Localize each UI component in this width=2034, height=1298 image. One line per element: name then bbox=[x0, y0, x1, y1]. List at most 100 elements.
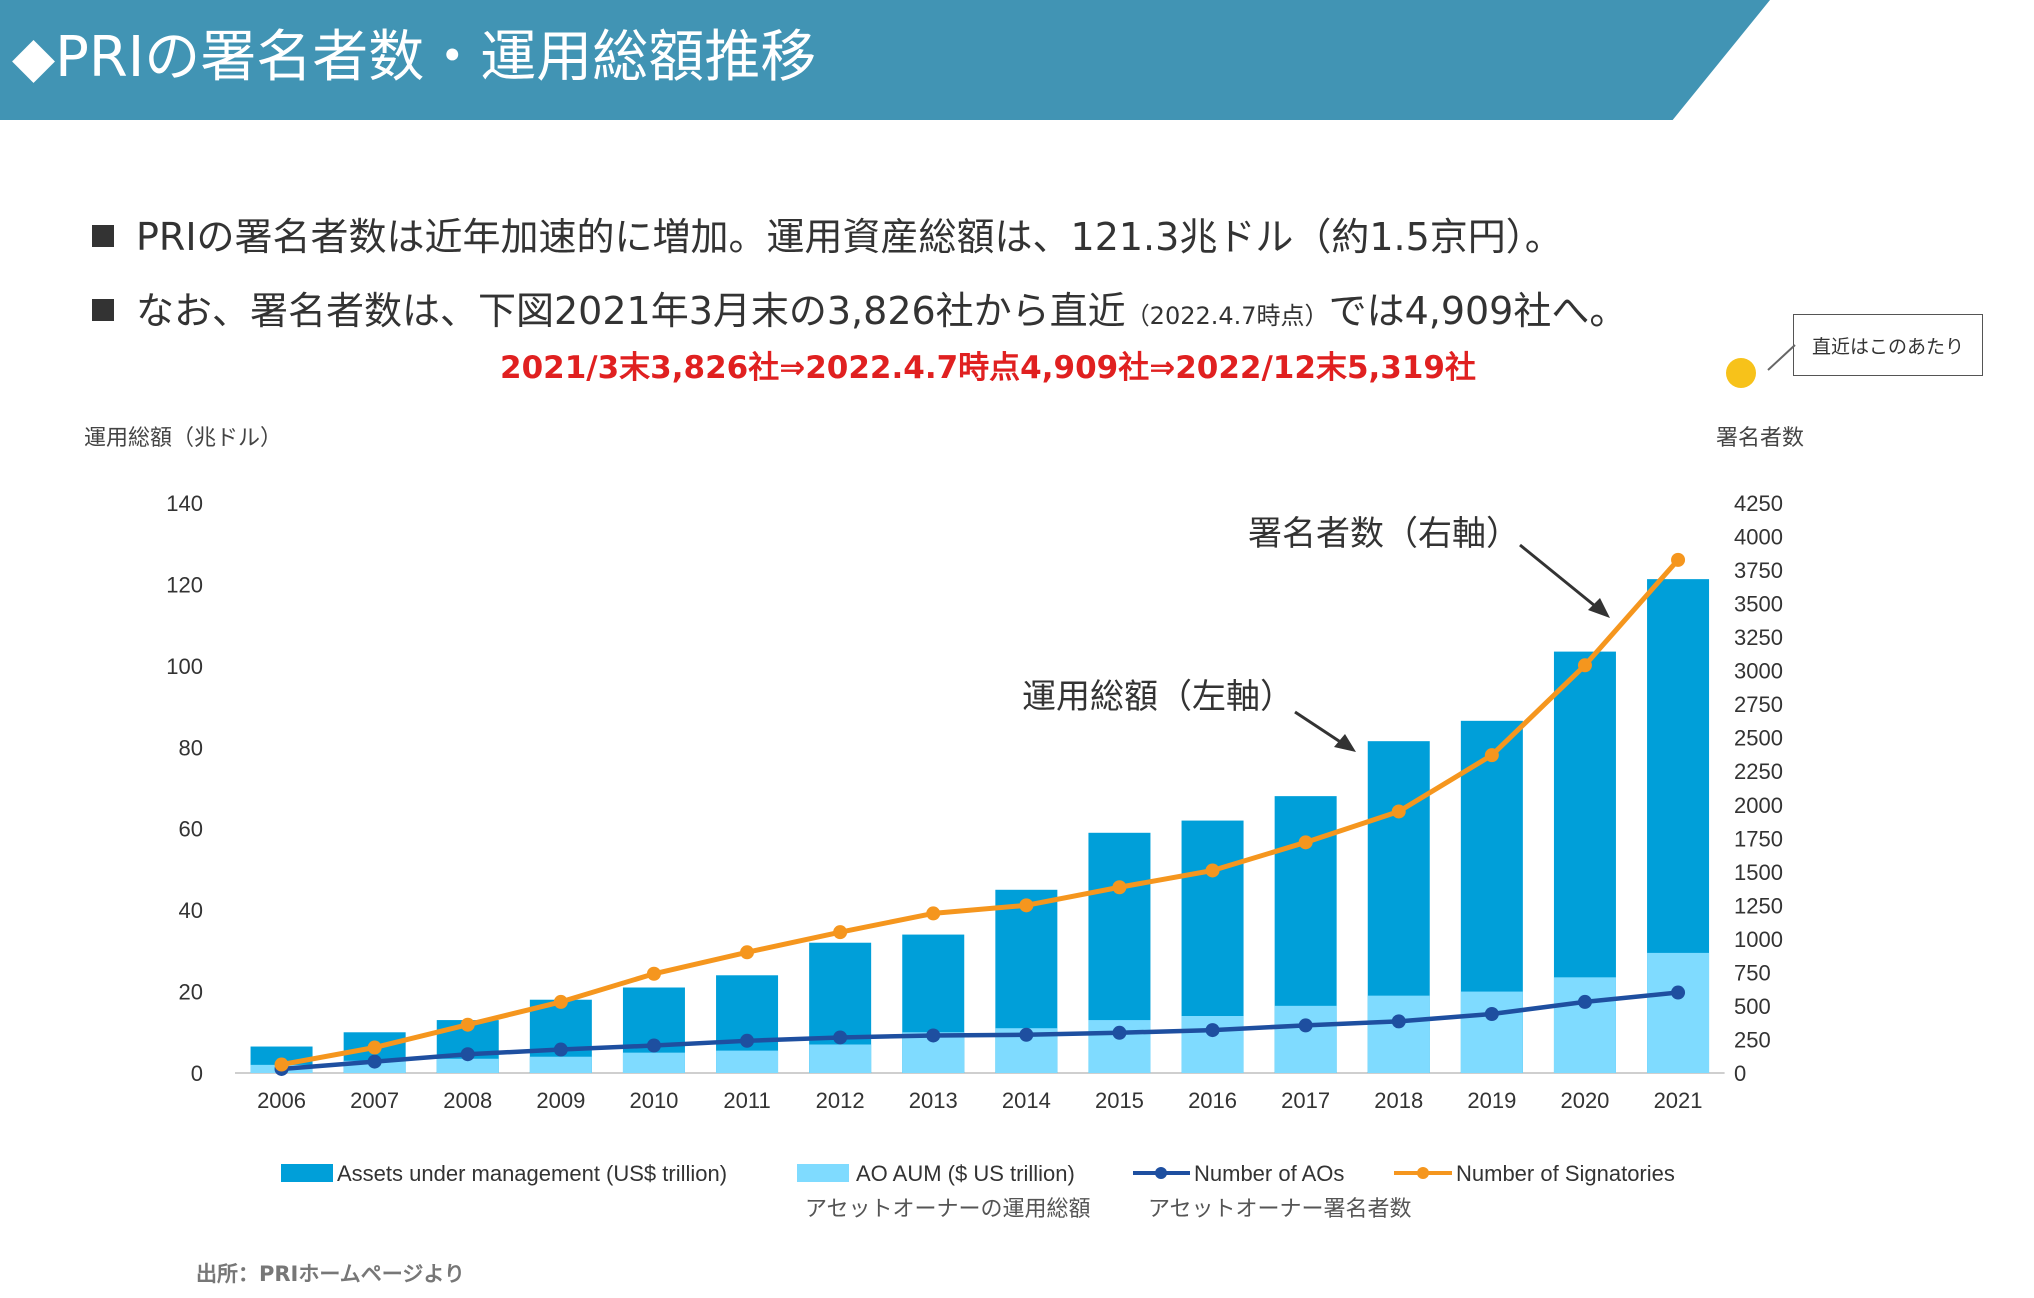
highlight-text: 2021/3末3,826社⇒2022.4.7時点4,909社⇒2022/12末5… bbox=[500, 350, 1476, 386]
page-title: ◆PRIの署名者数・運用総額推移 bbox=[12, 25, 817, 90]
x-tick-label: 2017 bbox=[1281, 1088, 1330, 1113]
annotation-signatories: 署名者数（右軸） bbox=[1248, 515, 1520, 553]
left-tick-label: 80 bbox=[179, 735, 203, 760]
aos-point bbox=[1112, 1025, 1127, 1040]
left-tick-label: 40 bbox=[179, 898, 203, 923]
right-axis-title: 署名者数 bbox=[1716, 426, 1805, 451]
right-tick-label: 1000 bbox=[1734, 927, 1783, 952]
bullet-1: PRIの署名者数は近年加速的に増加。運用資産総額は、121.3兆ドル（約1.5京… bbox=[92, 206, 1563, 261]
annotation-aum-arrow bbox=[1294, 710, 1346, 747]
ao-aum-bar bbox=[809, 1044, 872, 1073]
bullet-square-icon bbox=[92, 224, 114, 247]
legend-ao-aum-label: AO AUM ($ US trillion) bbox=[856, 1161, 1075, 1186]
signatories-point bbox=[1019, 898, 1034, 913]
x-tick-label: 2018 bbox=[1374, 1088, 1423, 1113]
ao-aum-bar bbox=[529, 1056, 592, 1073]
signatories-point bbox=[1577, 658, 1592, 673]
annotation-aum: 運用総額（左軸） bbox=[1022, 678, 1294, 716]
left-axis-title: 運用総額（兆ドル） bbox=[84, 426, 283, 451]
signatories-point bbox=[1298, 835, 1313, 850]
left-tick-label: 120 bbox=[166, 572, 203, 597]
bullet-2: なお、署名者数は、下図2021年3月末の3,826社から直近（2022.4.7時… bbox=[92, 280, 1627, 335]
right-tick-label: 4000 bbox=[1734, 525, 1783, 550]
right-tick-label: 250 bbox=[1734, 1027, 1771, 1052]
right-tick-label: 3500 bbox=[1734, 592, 1783, 617]
right-tick-label: 1750 bbox=[1734, 826, 1783, 851]
x-tick-label: 2011 bbox=[723, 1088, 770, 1113]
x-tick-label: 2012 bbox=[816, 1088, 865, 1113]
ao-aum-bar bbox=[436, 1058, 499, 1073]
x-tick-label: 2014 bbox=[1002, 1088, 1051, 1113]
source-note: 出所：PRIホームページより bbox=[196, 1262, 465, 1286]
x-tick-label: 2020 bbox=[1560, 1088, 1609, 1113]
legend-signatories-marker bbox=[1417, 1167, 1429, 1179]
signatories-point bbox=[926, 906, 941, 921]
aos-point bbox=[1205, 1023, 1220, 1038]
x-tick-label: 2013 bbox=[909, 1088, 958, 1113]
aos-point bbox=[460, 1047, 475, 1062]
bullet-1-text: PRIの署名者数は近年加速的に増加。運用資産総額は、121.3兆ドル（約1.5京… bbox=[136, 215, 1563, 259]
signatories-point bbox=[367, 1040, 382, 1055]
bullet-2-text-small: （2022.4.7時点） bbox=[1125, 302, 1329, 330]
right-tick-label: 2000 bbox=[1734, 793, 1783, 818]
right-tick-label: 750 bbox=[1734, 960, 1771, 985]
right-tick-label: 0 bbox=[1734, 1061, 1746, 1086]
legend-aos-marker bbox=[1155, 1167, 1167, 1179]
ao-aum-bar bbox=[1460, 991, 1523, 1073]
ao-aum-bar bbox=[622, 1052, 685, 1073]
ao-aum-bar bbox=[1274, 1005, 1337, 1073]
right-tick-label: 2750 bbox=[1734, 692, 1783, 717]
callout-box: 直近はこのあたり bbox=[1793, 314, 1983, 376]
right-tick-label: 2500 bbox=[1734, 726, 1783, 751]
right-tick-label: 1250 bbox=[1734, 893, 1783, 918]
aos-point bbox=[833, 1030, 848, 1045]
ao-aum-bar bbox=[1647, 952, 1710, 1073]
left-tick-label: 60 bbox=[179, 817, 203, 842]
aos-point bbox=[553, 1042, 568, 1057]
aos-line bbox=[281, 990, 1679, 1072]
legend-ao-aum-swatch bbox=[797, 1164, 849, 1182]
callout-leader bbox=[1767, 344, 1796, 371]
bullet-2-text-a: なお、署名者数は、下図2021年3月末の3,826社から直近 bbox=[136, 289, 1126, 333]
signatories-point bbox=[1112, 880, 1127, 895]
right-tick-label: 3750 bbox=[1734, 558, 1783, 583]
annotation-signatories-arrow bbox=[1519, 543, 1601, 612]
x-tick-label: 2006 bbox=[257, 1088, 306, 1113]
aos-point bbox=[1019, 1027, 1034, 1042]
legend-aum-swatch bbox=[281, 1164, 333, 1182]
left-tick-label: 0 bbox=[191, 1061, 203, 1086]
aos-point bbox=[1298, 1018, 1313, 1033]
jp-legend-ao-aum: アセットオーナーの運用総額 bbox=[805, 1197, 1091, 1222]
right-tick-label: 500 bbox=[1734, 994, 1771, 1019]
aos-point bbox=[1391, 1014, 1406, 1029]
right-tick-label: 4250 bbox=[1734, 491, 1783, 516]
x-tick-label: 2019 bbox=[1467, 1088, 1516, 1113]
bullet-2-text-b: では4,909社へ。 bbox=[1328, 289, 1628, 333]
annotation-signatories-arrowhead bbox=[1588, 598, 1610, 618]
legend-aos-label: Number of AOs bbox=[1194, 1161, 1344, 1186]
signatories-point bbox=[833, 925, 848, 940]
left-tick-label: 20 bbox=[179, 980, 203, 1005]
signatories-point bbox=[1671, 552, 1686, 567]
signatories-point bbox=[460, 1017, 475, 1032]
x-tick-label: 2007 bbox=[350, 1088, 399, 1113]
jp-legend-ao-count: アセットオーナー署名者数 bbox=[1148, 1197, 1412, 1222]
legend-aum-label: Assets under management (US$ trillion) bbox=[337, 1161, 727, 1186]
signatories-point bbox=[646, 966, 661, 981]
aos-point bbox=[926, 1028, 941, 1043]
right-tick-label: 3250 bbox=[1734, 625, 1783, 650]
aos-point bbox=[367, 1054, 382, 1069]
bullet-square-icon bbox=[92, 298, 114, 321]
legend-signatories-label: Number of Signatories bbox=[1456, 1161, 1675, 1186]
x-tick-label: 2008 bbox=[443, 1088, 492, 1113]
ao-aum-bar bbox=[1367, 995, 1430, 1073]
right-tick-label: 3000 bbox=[1734, 659, 1783, 684]
latest-marker-dot bbox=[1726, 358, 1756, 388]
x-tick-label: 2010 bbox=[629, 1088, 678, 1113]
signatories-point bbox=[740, 945, 755, 960]
right-tick-label: 2250 bbox=[1734, 759, 1783, 784]
ao-aum-bar bbox=[716, 1050, 779, 1073]
x-tick-label: 2021 bbox=[1654, 1088, 1703, 1113]
aos-point bbox=[646, 1038, 661, 1053]
